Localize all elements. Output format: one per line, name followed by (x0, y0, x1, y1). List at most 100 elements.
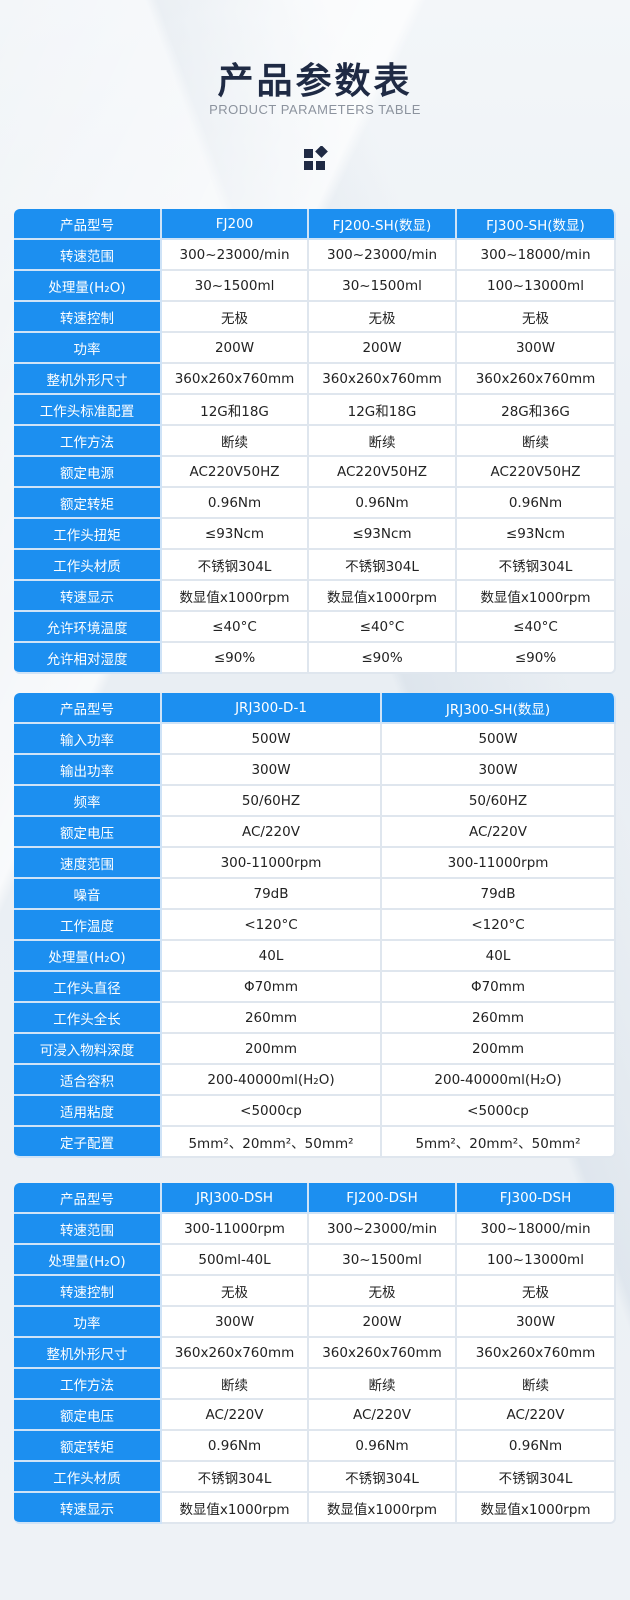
value-cell: 5mm²、20mm²、50mm² (162, 1127, 382, 1158)
row-label-cell: 转速显示 (14, 1493, 162, 1524)
value-cell: 0.96Nm (309, 488, 457, 519)
table-header-row: 产品型号 FJ200 FJ200-SH(数显) FJ300-SH(数显) (14, 209, 616, 240)
value-cell: AC/220V (162, 1400, 309, 1431)
value-cell: 30~1500ml (162, 271, 309, 302)
value-cell: 79dB (382, 879, 616, 910)
value-cell: 不锈钢304L (309, 550, 457, 581)
value-cell: 断续 (162, 426, 309, 457)
value-cell: AC/220V (382, 817, 616, 848)
value-cell: 30~1500ml (309, 1245, 457, 1276)
value-cell: 500W (382, 724, 616, 755)
model-label-cell: 产品型号 (14, 693, 162, 724)
value-cell: 360x260x760mm (309, 1338, 457, 1369)
value-cell: 500ml-40L (162, 1245, 309, 1276)
value-cell: 数显值x1000rpm (457, 581, 616, 612)
row-label-cell: 工作头标准配置 (14, 395, 162, 426)
table-row: 工作头全长 260mm 260mm (14, 1003, 616, 1034)
row-label-cell: 额定电源 (14, 457, 162, 488)
value-cell: ≤90% (162, 643, 309, 674)
value-cell: 5mm²、20mm²、50mm² (382, 1127, 616, 1158)
table-row: 额定电压 AC/220V AC/220V (14, 817, 616, 848)
row-label-cell: 额定转矩 (14, 488, 162, 519)
page-subtitle: PRODUCT PARAMETERS TABLE (209, 102, 421, 117)
table-row: 转速控制 无极 无极 无极 (14, 302, 616, 333)
table-row: 功率 300W 200W 300W (14, 1307, 616, 1338)
value-cell: 50/60HZ (162, 786, 382, 817)
value-cell: 300-11000rpm (162, 848, 382, 879)
model-name-cell: FJ300-SH(数显) (457, 209, 616, 240)
table-row: 处理量(H₂O) 500ml-40L 30~1500ml 100~13000ml (14, 1245, 616, 1276)
row-label-cell: 工作温度 (14, 910, 162, 941)
value-cell: ≤90% (309, 643, 457, 674)
row-label-cell: 工作头材质 (14, 1462, 162, 1493)
row-label-cell: 额定转矩 (14, 1431, 162, 1462)
table-header-row: 产品型号 JRJ300-DSH FJ200-DSH FJ300-DSH (14, 1183, 616, 1214)
table-row: 转速范围 300~23000/min 300~23000/min 300~18000/… (14, 240, 616, 271)
value-cell: 200W (309, 1307, 457, 1338)
value-cell: 50/60HZ (382, 786, 616, 817)
value-cell: AC/220V (162, 817, 382, 848)
value-cell: 100~13000ml (457, 271, 616, 302)
row-label-cell: 工作头材质 (14, 550, 162, 581)
table-row: 转速范围 300-11000rpm 300~23000/min 300~18000/m… (14, 1214, 616, 1245)
table-row: 处理量(H₂O) 30~1500ml 30~1500ml 100~13000ml (14, 271, 616, 302)
row-label-cell: 频率 (14, 786, 162, 817)
value-cell: 不锈钢304L (457, 1462, 616, 1493)
value-cell: 数显值x1000rpm (162, 581, 309, 612)
table-row: 额定电源 AC220V50HZ AC220V50HZ AC220V50HZ (14, 457, 616, 488)
table-row: 可浸入物料深度 200mm 200mm (14, 1034, 616, 1065)
value-cell: 360x260x760mm (162, 1338, 309, 1369)
row-label-cell: 额定电压 (14, 817, 162, 848)
value-cell: 79dB (162, 879, 382, 910)
value-cell: 300W (382, 755, 616, 786)
value-cell: 40L (162, 941, 382, 972)
value-cell: 300~23000/min (309, 1214, 457, 1245)
value-cell: 数显值x1000rpm (309, 581, 457, 612)
table-row: 功率 200W 200W 300W (14, 333, 616, 364)
value-cell: AC220V50HZ (309, 457, 457, 488)
table-row: 噪音 79dB 79dB (14, 879, 616, 910)
value-cell: <120°C (382, 910, 616, 941)
table-row: 工作头材质 不锈钢304L 不锈钢304L 不锈钢304L (14, 550, 616, 581)
value-cell: 不锈钢304L (162, 1462, 309, 1493)
value-cell: 100~13000ml (457, 1245, 616, 1276)
value-cell: 0.96Nm (309, 1431, 457, 1462)
table-row: 定子配置 5mm²、20mm²、50mm² 5mm²、20mm²、50mm² (14, 1127, 616, 1158)
value-cell: 0.96Nm (457, 488, 616, 519)
row-label-cell: 输入功率 (14, 724, 162, 755)
value-cell: 200mm (382, 1034, 616, 1065)
table-row: 额定电压 AC/220V AC/220V AC/220V (14, 1400, 616, 1431)
value-cell: 断续 (309, 426, 457, 457)
value-cell: 无极 (162, 1276, 309, 1307)
value-cell: 300~23000/min (162, 240, 309, 271)
value-cell: 断续 (162, 1369, 309, 1400)
row-label-cell: 工作方法 (14, 426, 162, 457)
value-cell: ≤93Ncm (457, 519, 616, 550)
value-cell: 360x260x760mm (309, 364, 457, 395)
page-header: 产品参数表 PRODUCT PARAMETERS TABLE (0, 0, 630, 200)
value-cell: 0.96Nm (457, 1431, 616, 1462)
row-label-cell: 处理量(H₂O) (14, 271, 162, 302)
value-cell: 断续 (457, 426, 616, 457)
row-label-cell: 工作方法 (14, 1369, 162, 1400)
value-cell: AC220V50HZ (457, 457, 616, 488)
table-row: 工作头材质 不锈钢304L 不锈钢304L 不锈钢304L (14, 1462, 616, 1493)
value-cell: 无极 (457, 302, 616, 333)
row-label-cell: 工作头扭矩 (14, 519, 162, 550)
table-row: 频率 50/60HZ 50/60HZ (14, 786, 616, 817)
model-name-cell: FJ200 (162, 209, 309, 240)
value-cell: ≤40°C (457, 612, 616, 643)
value-cell: 数显值x1000rpm (162, 1493, 309, 1524)
value-cell: 200W (162, 333, 309, 364)
model-name-cell: JRJ300-D-1 (162, 693, 382, 724)
row-label-cell: 转速控制 (14, 302, 162, 333)
value-cell: 断续 (309, 1369, 457, 1400)
row-label-cell: 处理量(H₂O) (14, 941, 162, 972)
value-cell: 不锈钢304L (162, 550, 309, 581)
value-cell: AC220V50HZ (162, 457, 309, 488)
value-cell: <5000cp (382, 1096, 616, 1127)
value-cell: 260mm (162, 1003, 382, 1034)
model-label-cell: 产品型号 (14, 209, 162, 240)
value-cell: 500W (162, 724, 382, 755)
value-cell: 数显值x1000rpm (309, 1493, 457, 1524)
